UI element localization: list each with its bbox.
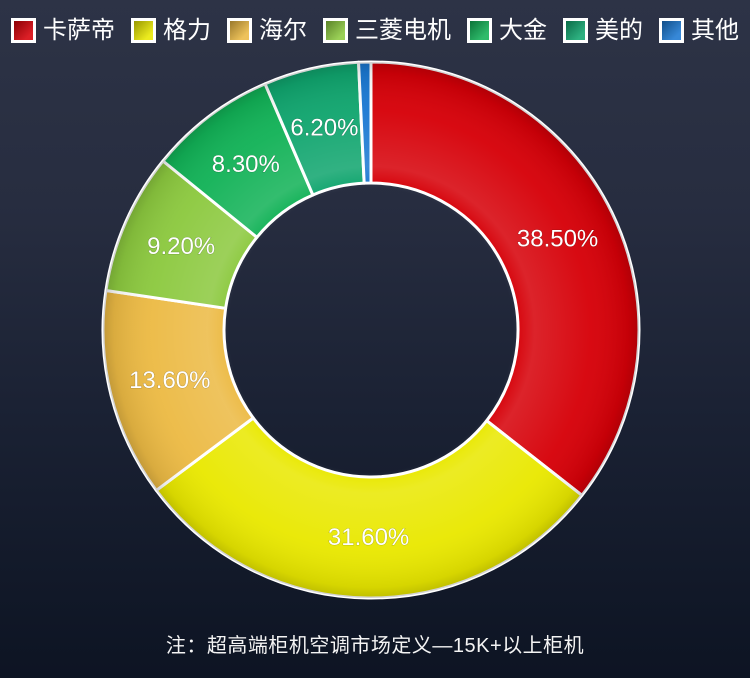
legend-item-3[interactable]: 三菱电机 bbox=[323, 18, 451, 43]
legend-item-2[interactable]: 海尔 bbox=[227, 18, 307, 43]
pie-slice-1[interactable] bbox=[154, 416, 584, 600]
slice-label-5: 6.20% bbox=[290, 114, 358, 141]
legend-swatch-icon bbox=[11, 18, 36, 43]
legend-item-4[interactable]: 大金 bbox=[467, 18, 547, 43]
slice-label-3: 9.20% bbox=[147, 233, 215, 260]
legend-swatch-icon bbox=[659, 18, 684, 43]
legend-label: 美的 bbox=[595, 16, 643, 44]
legend-swatch-icon bbox=[131, 18, 156, 43]
legend-item-1[interactable]: 格力 bbox=[131, 18, 211, 43]
legend-item-0[interactable]: 卡萨帝 bbox=[11, 18, 115, 43]
slice-label-2: 13.60% bbox=[129, 367, 210, 394]
legend-label: 卡萨帝 bbox=[43, 16, 115, 44]
legend: 卡萨帝 格力 海尔 三菱电机 大金 美的 其他 bbox=[0, 18, 750, 43]
pie-slice-0[interactable] bbox=[369, 60, 641, 497]
slice-label-1: 31.60% bbox=[328, 524, 409, 551]
legend-item-5[interactable]: 美的 bbox=[563, 18, 643, 43]
legend-swatch-icon bbox=[323, 18, 348, 43]
legend-swatch-icon bbox=[563, 18, 588, 43]
footnote: 注：超高端柜机空调市场定义—15K+以上柜机 bbox=[165, 635, 585, 657]
legend-label: 三菱电机 bbox=[355, 16, 451, 44]
legend-label: 大金 bbox=[499, 16, 547, 44]
legend-swatch-icon bbox=[227, 18, 252, 43]
legend-item-6[interactable]: 其他 bbox=[659, 18, 739, 43]
slice-label-0: 38.50% bbox=[517, 226, 598, 253]
legend-label: 格力 bbox=[163, 16, 211, 44]
slice-labels-group: 38.50% 31.60% 13.60% 9.20% 8.30% 6.20% bbox=[129, 114, 599, 551]
pie-slices-group bbox=[101, 60, 641, 600]
legend-label: 其他 bbox=[691, 16, 739, 44]
legend-swatch-icon bbox=[467, 18, 492, 43]
slice-label-4: 8.30% bbox=[212, 151, 280, 178]
legend-label: 海尔 bbox=[259, 16, 307, 44]
